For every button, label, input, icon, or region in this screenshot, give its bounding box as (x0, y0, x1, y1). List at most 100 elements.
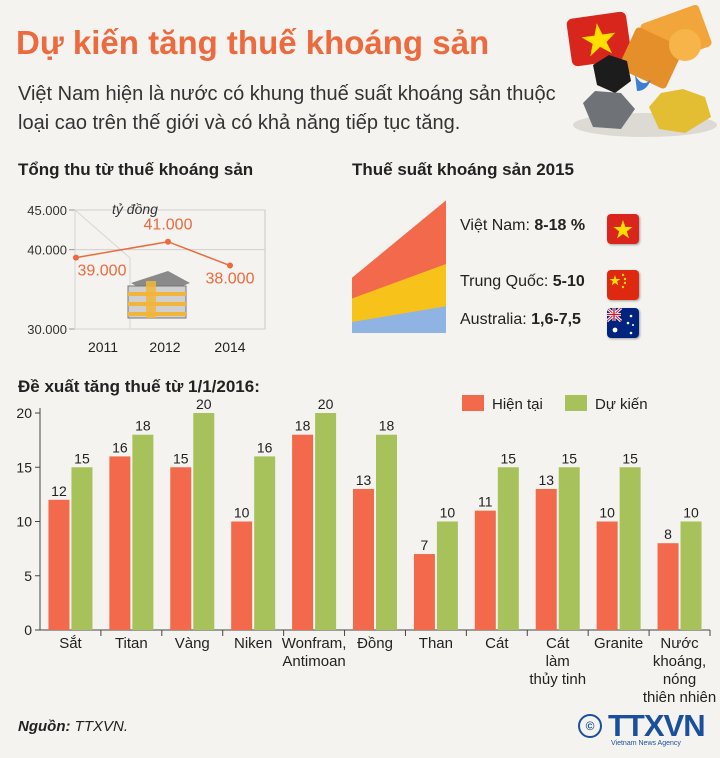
bar-category-label: Vàng (150, 635, 234, 653)
bar-category-label: Than (394, 635, 478, 653)
bar-current-value-label: 16 (112, 439, 128, 455)
bar-current-value-label: 10 (599, 505, 615, 521)
bar-category-label: Cát làm thủy tinh (516, 635, 600, 689)
revenue-ytick-label: 30.000 (27, 322, 67, 337)
revenue-point (227, 262, 233, 269)
bar-category-label-line: Wonfram, (281, 635, 347, 652)
logo-text: TTXVN (608, 708, 706, 743)
legend-current-swatch (462, 395, 484, 411)
bar-category-label-line: Titan (114, 635, 148, 652)
revenue-section-title: Tổng thu từ thuế khoáng sản (18, 160, 254, 179)
bar-current (109, 456, 131, 630)
revenue-xtick-label: 2014 (214, 339, 245, 355)
bar-expected-value-label: 20 (318, 396, 334, 412)
bar-category-label: Wonfram, Antimoan (272, 635, 356, 671)
bar-expected-value-label: 15 (501, 450, 517, 466)
source-note: Nguồn: TTXVN. (18, 718, 128, 735)
rate-value-label: 1,6-7,5 (531, 311, 581, 328)
bar-expected (436, 521, 458, 630)
bar-category-label: Cát (455, 635, 539, 653)
bar-current (48, 499, 70, 630)
bar-current (535, 488, 557, 630)
bar-current-value-label: 13 (356, 472, 372, 488)
bar-category-label-line: Than (418, 635, 453, 652)
bar-category-label-line: nóng (662, 671, 697, 688)
australia-flag-icon (607, 308, 639, 338)
rate-row: Australia: 1,6-7,5 (460, 311, 581, 329)
bar-expected (193, 413, 215, 630)
bar-category-label-line: làm (545, 653, 570, 670)
bar-ytick-label: 10 (16, 514, 32, 530)
legend-expected-swatch (565, 395, 587, 411)
bar-current (353, 488, 374, 630)
bar-category-label-line: Cát (546, 635, 570, 652)
bar-current (292, 434, 314, 630)
legend-current: Hiện tại (462, 395, 543, 413)
revenue-point (73, 254, 79, 261)
china-flag-icon (607, 270, 639, 300)
bar-category-label-line: Vàng (174, 635, 210, 652)
bar-expected-value-label: 15 (561, 450, 577, 466)
bar-category-label-line: khoáng, (652, 653, 707, 670)
bar-category-label: Nước khoáng, nóng thiên nhiên (638, 635, 720, 707)
revenue-ytick-label: 40.000 (27, 243, 67, 258)
bar-category-label: Niken (211, 635, 295, 653)
bar-ytick-label: 5 (24, 568, 32, 584)
legend-expected: Dự kiến (565, 395, 648, 413)
copyright-icon: © (578, 714, 602, 738)
rate-country-label: Australia: (460, 311, 532, 328)
revenue-point (165, 238, 171, 245)
bar-expected-value-label: 10 (683, 505, 699, 521)
revenue-xtick-label: 2012 (149, 339, 180, 355)
vietnam-flag-icon (607, 214, 639, 244)
bar-category-label: Granite (577, 635, 661, 653)
rate-row: Việt Nam: 8-18 % (460, 217, 585, 235)
bar-category-label-line: thủy tinh (529, 671, 587, 688)
bar-ytick-label: 15 (16, 459, 32, 475)
bar-current-value-label: 7 (421, 537, 429, 553)
bar-expected (558, 467, 580, 630)
bar-expected (680, 521, 702, 630)
bar-current-value-label: 11 (478, 494, 493, 510)
area-australia (352, 306, 446, 333)
rate-section-title: Thuế suất khoáng sản 2015 (352, 160, 575, 179)
logo-subtitle: Vietnam News Agency (611, 740, 681, 747)
bar-current-value-label: 12 (51, 483, 67, 499)
bar-category-label: Titan (89, 635, 173, 653)
source-label: Nguồn: (18, 718, 71, 735)
rate-value-label: 5-10 (552, 273, 585, 290)
bar-expected-value-label: 18 (135, 418, 151, 434)
bar-current (657, 543, 679, 630)
bar-expected (254, 456, 276, 630)
bar-category-label: Đồng (333, 635, 417, 653)
infographic-title: Dự kiến tăng thuế khoáng sản (16, 24, 490, 61)
bar-category-label: Sắt (28, 635, 112, 653)
bar-expected (497, 467, 519, 630)
bar-current-value-label: 18 (295, 418, 311, 434)
bar-expected (376, 434, 397, 630)
bar-expected-value-label: 15 (74, 450, 90, 466)
money-stack-illustration (127, 271, 190, 319)
bar-expected (132, 434, 154, 630)
bar-expected (315, 413, 337, 630)
bar-category-label-line: Granite (594, 635, 644, 652)
revenue-xtick-label: 2011 (88, 339, 118, 355)
bar-expected-value-label: 18 (379, 418, 395, 434)
bar-current (170, 467, 192, 630)
minerals-illustration (566, 5, 717, 137)
bar-category-label-line: thiên nhiên (642, 689, 717, 706)
rate-row: Trung Quốc: 5-10 (460, 273, 585, 291)
revenue-unit-label: tỷ đồng (112, 201, 158, 217)
bar-current (413, 554, 435, 630)
bar-current-value-label: 15 (173, 450, 189, 466)
revenue-grid: 30.000 40.000 45.000 (27, 203, 266, 337)
bar-current (596, 521, 618, 630)
bar-expected-value-label: 16 (257, 439, 273, 455)
bar-current-value-label: 10 (234, 505, 250, 521)
bar-current-value-label: 8 (664, 526, 672, 542)
rate-country-label: Trung Quốc: (460, 273, 553, 290)
bar-expected (71, 467, 93, 630)
